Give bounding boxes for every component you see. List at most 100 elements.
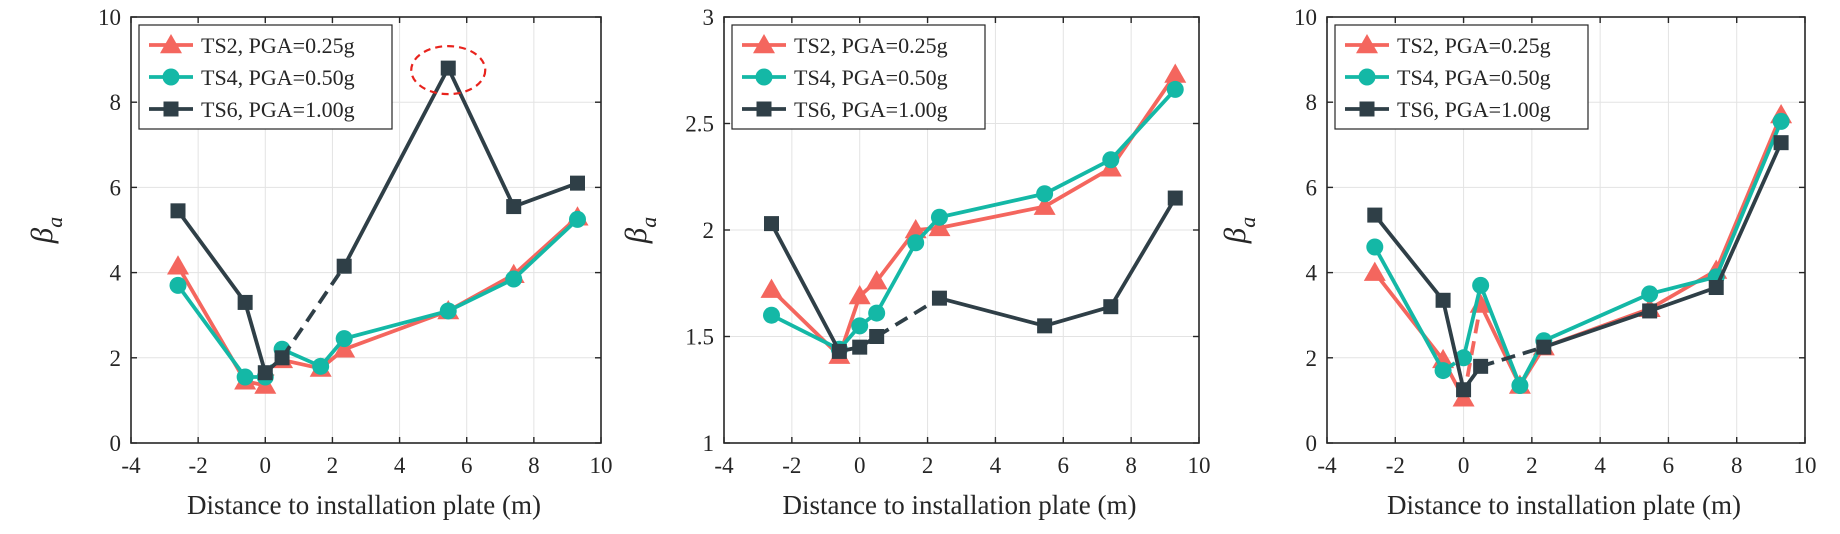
triangle-data-point [760, 278, 783, 298]
series-line-segment [1543, 309, 1651, 349]
triangle-data-point [1363, 261, 1386, 281]
legend-item-ts6: TS6, PGA=1.00g [742, 97, 948, 122]
series-ts6 [764, 190, 1183, 359]
x-axis-label: Distance to installation plate (m) [1387, 490, 1741, 520]
legend-label: TS6, PGA=1.00g [201, 97, 355, 122]
circle-data-point [868, 304, 886, 322]
circle-data-point [439, 302, 457, 320]
x-tick-label: 10 [1794, 453, 1817, 478]
legend: TS2, PGA=0.25g TS4, PGA=0.50g TS6, PGA=1.0… [731, 24, 986, 130]
series-ts6 [1367, 135, 1789, 398]
y-tick-label: 8 [110, 90, 122, 115]
series-line-segment [875, 241, 918, 314]
circle-data-point [1366, 238, 1384, 256]
circle-data-point [1434, 362, 1452, 380]
x-tick-label: -4 [1317, 453, 1337, 478]
x-tick-label: 6 [1663, 453, 1675, 478]
series-line-segment [939, 191, 1046, 220]
legend-item-ts4: TS4, PGA=0.50g [1345, 65, 1551, 90]
series-line-segment [1714, 120, 1783, 278]
y-tick-label: 2 [703, 218, 715, 243]
x-tick-label: 2 [922, 453, 934, 478]
triangle-legend-icon [160, 34, 182, 54]
series-line-segment [176, 284, 247, 379]
series-line-segment [1478, 284, 1522, 387]
legend-label: TS2, PGA=0.25g [201, 33, 355, 58]
y-tick-label: 3 [703, 5, 715, 30]
legend-item-ts4: TS4, PGA=0.50g [149, 65, 355, 90]
square-data-point [931, 290, 947, 306]
x-axis-label: Distance to installation plate (m) [783, 490, 1137, 520]
highlight-circle [410, 45, 487, 96]
series-line-segment [1044, 304, 1112, 328]
series-line-segment [1109, 73, 1177, 170]
circle-legend-icon [162, 68, 180, 86]
series-line-segment [1648, 268, 1718, 311]
circle-data-point [763, 306, 780, 324]
circle-data-point [851, 317, 869, 335]
series-line-segment [513, 181, 579, 209]
legend-label: TS4, PGA=0.50g [794, 65, 948, 90]
series-line-segment [1043, 158, 1112, 196]
y-tick-label: 0 [110, 431, 122, 456]
x-tick-label: 2 [1526, 453, 1538, 478]
square-data-point [440, 60, 456, 76]
y-axis-label-subscript: a [42, 217, 67, 228]
circle-data-point [1455, 349, 1473, 367]
circle-legend-icon [755, 68, 773, 86]
series-line-segment [875, 296, 941, 339]
series-line-segment [939, 204, 1046, 230]
y-axis-label: βa [618, 217, 661, 244]
square-data-point [1473, 358, 1489, 374]
series-line-segment [1714, 141, 1783, 289]
circle-data-point [1511, 376, 1529, 394]
circle-data-point [907, 234, 925, 252]
x-tick-label: -4 [714, 453, 734, 478]
legend-item-ts2: TS2, PGA=0.25g [149, 33, 355, 58]
series-line-segment [446, 67, 516, 208]
triangle-data-point [865, 270, 888, 290]
axes-frame [1326, 16, 1806, 444]
legend-item-ts2: TS2, PGA=0.25g [742, 33, 948, 58]
x-tick-label: 8 [528, 453, 540, 478]
square-data-point [257, 365, 273, 381]
x-tick-label: 4 [394, 453, 406, 478]
x-tick-label: 10 [1188, 453, 1211, 478]
y-tick-label: 4 [110, 261, 122, 286]
series-line-segment [1373, 213, 1445, 302]
legend-label: TS4, PGA=0.50g [1397, 65, 1551, 90]
triangle-data-point [333, 338, 356, 358]
y-axis-label-symbol: β [24, 227, 59, 244]
series-line-segment [280, 265, 346, 359]
x-tick-label: 8 [1125, 453, 1137, 478]
square-data-point [336, 258, 352, 274]
square-legend-icon [756, 101, 772, 117]
square-data-point [869, 329, 885, 344]
series-line-segment [243, 301, 268, 374]
y-axis-label: βa [24, 217, 67, 244]
square-data-point [274, 350, 290, 366]
square-data-point [1642, 303, 1658, 319]
x-tick-label: 2 [327, 453, 339, 478]
chart-panel-1: -4 -2 0 2 4 6 8 10 0 2 4 6 8 10 Distance to installati… [24, 5, 613, 520]
circle-data-point [1641, 285, 1659, 303]
square-data-point [506, 199, 522, 215]
x-axis-label: Distance to installation plate (m) [187, 490, 541, 520]
y-axis-label: βa [1217, 217, 1260, 244]
y-tick-label: 2 [110, 346, 122, 371]
circle-data-point [236, 368, 254, 386]
x-tick-label: -2 [782, 453, 801, 478]
square-data-point [1037, 318, 1053, 334]
y-tick-label: 2 [1306, 346, 1318, 371]
legend: TS2, PGA=0.25g TS4, PGA=0.50g TS6, PGA=1.0… [138, 24, 393, 130]
series-line-segment [1373, 246, 1445, 372]
x-tick-label: 6 [461, 453, 473, 478]
series-line-segment [447, 277, 515, 313]
square-data-point [170, 203, 186, 219]
legend-label: TS2, PGA=0.25g [794, 33, 948, 58]
square-data-point [1367, 207, 1383, 223]
circle-data-point [1166, 80, 1184, 98]
triangle-data-point [1164, 63, 1187, 83]
y-tick-label: 8 [1306, 90, 1318, 115]
